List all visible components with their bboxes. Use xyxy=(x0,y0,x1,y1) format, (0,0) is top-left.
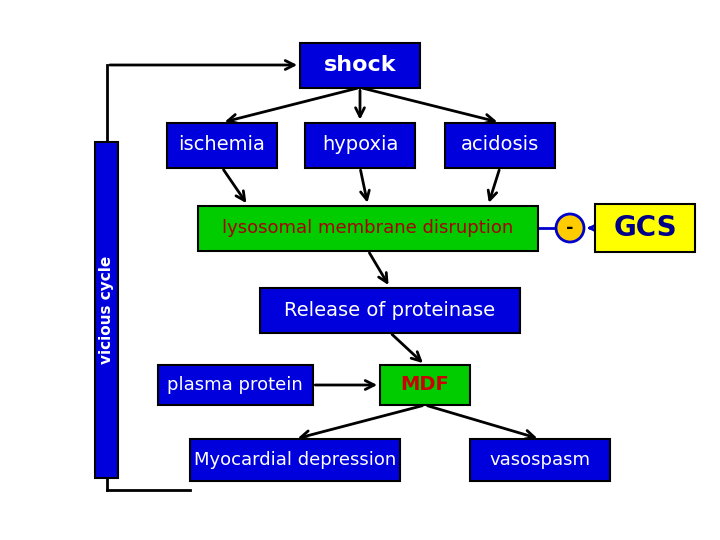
Text: GCS: GCS xyxy=(613,214,677,242)
Text: -: - xyxy=(566,219,574,237)
Text: vasospasm: vasospasm xyxy=(490,451,590,469)
Text: lysosomal membrane disruption: lysosomal membrane disruption xyxy=(222,219,513,237)
FancyBboxPatch shape xyxy=(380,365,470,405)
Text: ischemia: ischemia xyxy=(179,136,266,154)
FancyBboxPatch shape xyxy=(445,123,555,167)
Text: plasma protein: plasma protein xyxy=(167,376,303,394)
Text: Release of proteinase: Release of proteinase xyxy=(284,300,495,320)
FancyBboxPatch shape xyxy=(95,142,118,478)
Text: shock: shock xyxy=(324,55,396,75)
Circle shape xyxy=(556,214,584,242)
Text: hypoxia: hypoxia xyxy=(322,136,398,154)
FancyBboxPatch shape xyxy=(158,365,312,405)
Text: acidosis: acidosis xyxy=(461,136,539,154)
FancyBboxPatch shape xyxy=(305,123,415,167)
Text: Myocardial depression: Myocardial depression xyxy=(194,451,396,469)
FancyBboxPatch shape xyxy=(300,43,420,87)
Text: vicious cycle: vicious cycle xyxy=(99,256,114,364)
FancyBboxPatch shape xyxy=(260,287,520,333)
FancyBboxPatch shape xyxy=(595,204,695,252)
FancyBboxPatch shape xyxy=(167,123,277,167)
Text: MDF: MDF xyxy=(400,375,449,395)
FancyBboxPatch shape xyxy=(190,439,400,481)
FancyBboxPatch shape xyxy=(198,206,538,251)
FancyBboxPatch shape xyxy=(470,439,610,481)
